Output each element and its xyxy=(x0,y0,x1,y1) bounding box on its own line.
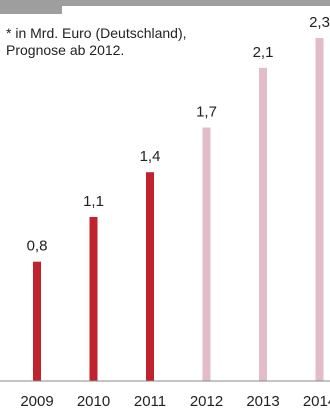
footnote-line-1: * in Mrd. Euro (Deutschland), xyxy=(6,25,187,41)
chart-footnote: * in Mrd. Euro (Deutschland), Prognose a… xyxy=(6,25,266,59)
value-label-2010: 1,1 xyxy=(83,193,104,210)
bar-2012 xyxy=(202,127,211,381)
value-label-2009: 0,8 xyxy=(27,238,48,255)
x-tick-label-2012: 2012 xyxy=(190,393,223,410)
value-label-2013: 2,1 xyxy=(253,44,274,61)
bar-2011 xyxy=(146,172,154,381)
x-tick-label-2014: 2014 xyxy=(303,393,330,410)
x-tick-labels-group: 2009 2010 2011 2012 2013 2014 xyxy=(20,393,330,410)
bar-2010 xyxy=(89,216,98,381)
footnote-line-2: Prognose ab 2012. xyxy=(6,42,125,58)
header-bar-accent xyxy=(0,6,62,14)
value-label-2014: 2,3 xyxy=(309,14,330,31)
bar-2009 xyxy=(33,261,41,381)
bars-group xyxy=(33,38,324,382)
x-tick-label-2013: 2013 xyxy=(246,393,279,410)
value-labels-group: 0,8 1,1 1,4 1,7 2,1 2,3 xyxy=(27,14,330,255)
x-tick-label-2009: 2009 xyxy=(20,393,53,410)
x-tick-label-2010: 2010 xyxy=(77,393,110,410)
bar-2013 xyxy=(259,67,267,382)
value-label-2012: 1,7 xyxy=(196,103,217,120)
header-bar xyxy=(0,0,330,6)
bar-2014 xyxy=(315,38,324,381)
x-tick-label-2011: 2011 xyxy=(134,393,166,410)
value-label-2011: 1,4 xyxy=(140,148,161,165)
